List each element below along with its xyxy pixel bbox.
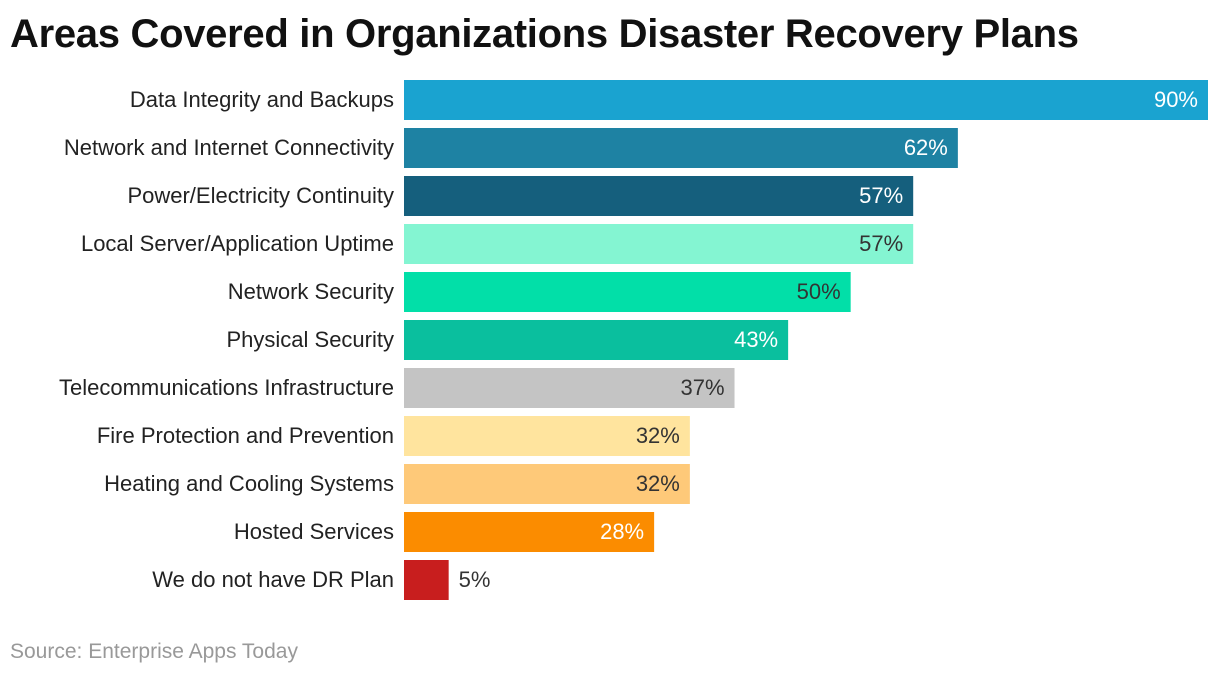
data-label: 57% xyxy=(859,183,903,208)
bar xyxy=(404,80,1208,120)
bar xyxy=(404,320,789,360)
category-label: Heating and Cooling Systems xyxy=(104,471,394,496)
bar xyxy=(404,416,690,456)
source-note: Source: Enterprise Apps Today xyxy=(10,640,298,663)
category-label: Local Server/Application Uptime xyxy=(81,231,394,256)
data-label: 5% xyxy=(459,567,491,592)
bar xyxy=(404,272,851,312)
bar xyxy=(404,368,735,408)
bar xyxy=(404,560,449,600)
data-label: 57% xyxy=(859,231,903,256)
bar xyxy=(404,224,914,264)
category-label: Fire Protection and Prevention xyxy=(97,423,394,448)
data-label: 90% xyxy=(1154,87,1198,112)
category-label: Network and Internet Connectivity xyxy=(64,135,394,160)
data-label: 28% xyxy=(600,519,644,544)
category-label: We do not have DR Plan xyxy=(152,567,394,592)
bar xyxy=(404,512,655,552)
category-label: Network Security xyxy=(228,279,394,304)
data-label: 37% xyxy=(680,375,724,400)
data-label: 32% xyxy=(636,471,680,496)
category-label: Physical Security xyxy=(226,327,394,352)
category-label: Hosted Services xyxy=(234,519,394,544)
data-label: 62% xyxy=(904,135,948,160)
bar xyxy=(404,176,914,216)
category-label: Telecommunications Infrastructure xyxy=(59,375,394,400)
chart-title: Areas Covered in Organizations Disaster … xyxy=(10,12,1079,56)
data-label: 43% xyxy=(734,327,778,352)
data-label: 32% xyxy=(636,423,680,448)
category-label: Data Integrity and Backups xyxy=(130,87,394,112)
bar xyxy=(404,464,690,504)
bar xyxy=(404,128,958,168)
data-label: 50% xyxy=(797,279,841,304)
category-label: Power/Electricity Continuity xyxy=(127,183,394,208)
